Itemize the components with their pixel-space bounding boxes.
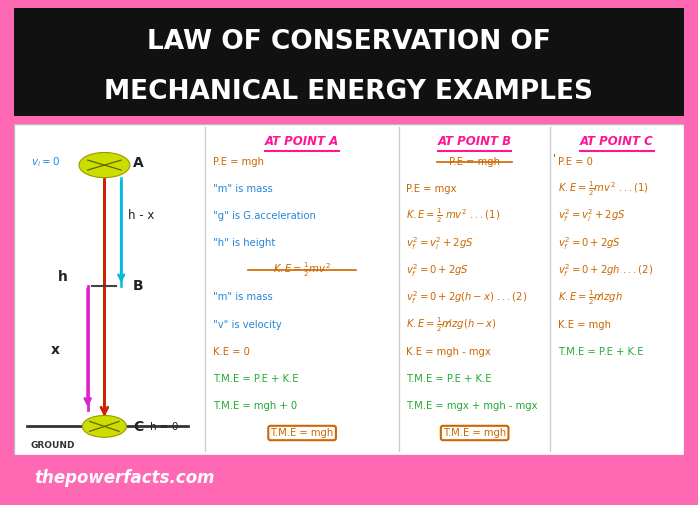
Circle shape xyxy=(82,416,126,437)
Text: "m" is mass: "m" is mass xyxy=(213,184,273,194)
Text: $v_f^2 = v_i^2 + 2gS$: $v_f^2 = v_i^2 + 2gS$ xyxy=(558,208,625,224)
Text: K.E = mgh - mgx: K.E = mgh - mgx xyxy=(406,346,491,357)
Text: T.M.E = mgh + 0: T.M.E = mgh + 0 xyxy=(213,401,297,411)
Text: $K.E = \frac{1}{2}mv^2$: $K.E = \frac{1}{2}mv^2$ xyxy=(273,261,331,279)
Text: AT POINT C: AT POINT C xyxy=(580,135,654,148)
Circle shape xyxy=(79,153,130,178)
Text: $v_i = 0$: $v_i = 0$ xyxy=(31,155,60,169)
Text: K.E = mgh: K.E = mgh xyxy=(558,320,611,329)
Text: $K.E = \frac{1}{2}m\not{z}g(h-x)$: $K.E = \frac{1}{2}m\not{z}g(h-x)$ xyxy=(406,315,497,334)
Text: "h" is height: "h" is height xyxy=(213,238,275,248)
Text: P.E = 0: P.E = 0 xyxy=(558,157,593,167)
Text: $v_f^2 = 0+2g(h-x)\ ...(2)$: $v_f^2 = 0+2g(h-x)\ ...(2)$ xyxy=(406,289,527,306)
Text: P.E = mgx: P.E = mgx xyxy=(406,184,456,194)
Text: h: h xyxy=(57,270,68,284)
Text: MECHANICAL ENERGY EXAMPLES: MECHANICAL ENERGY EXAMPLES xyxy=(105,79,593,105)
Text: "v" is velocity: "v" is velocity xyxy=(213,320,282,329)
Text: A: A xyxy=(133,157,144,170)
Text: AT POINT B: AT POINT B xyxy=(438,135,512,148)
FancyBboxPatch shape xyxy=(0,1,698,123)
Text: K.E = 0: K.E = 0 xyxy=(213,346,250,357)
Text: T.M.E = mgh: T.M.E = mgh xyxy=(443,428,506,438)
Text: T.M.E = P.E + K.E: T.M.E = P.E + K.E xyxy=(406,374,491,384)
Text: $v_f^2 = 0 + 2gS$: $v_f^2 = 0 + 2gS$ xyxy=(558,235,621,251)
Text: $K.E = \frac{1}{2}\ mv^2\ ...(1)$: $K.E = \frac{1}{2}\ mv^2\ ...(1)$ xyxy=(406,207,500,225)
Text: T.M.E = P.E + K.E: T.M.E = P.E + K.E xyxy=(213,374,299,384)
Text: "g" is G.acceleration: "g" is G.acceleration xyxy=(213,211,316,221)
Text: ': ' xyxy=(554,154,556,164)
Text: B: B xyxy=(133,279,144,293)
Text: P.E = mgh: P.E = mgh xyxy=(213,157,264,167)
Text: h = 0: h = 0 xyxy=(150,422,179,432)
Text: P.E = mgh: P.E = mgh xyxy=(449,157,500,167)
Text: $v_f^2 = 0+2gh\ ...(2)$: $v_f^2 = 0+2gh\ ...(2)$ xyxy=(558,262,653,279)
Text: T.M.E = P.E + K.E: T.M.E = P.E + K.E xyxy=(558,346,644,357)
Text: LAW OF CONSERVATION OF: LAW OF CONSERVATION OF xyxy=(147,29,551,56)
Text: $K.E = \frac{1}{2}m\not{z}gh$: $K.E = \frac{1}{2}m\not{z}gh$ xyxy=(558,288,623,307)
Text: x: x xyxy=(51,343,60,358)
Text: $v_f^2 = v_i^2 + 2gS$: $v_f^2 = v_i^2 + 2gS$ xyxy=(406,235,473,251)
Text: AT POINT A: AT POINT A xyxy=(265,135,339,148)
Text: C: C xyxy=(133,420,144,434)
Text: T.M.E = mgx + mgh - mgx: T.M.E = mgx + mgh - mgx xyxy=(406,401,537,411)
Text: $v_f^2 = 0 + 2gS$: $v_f^2 = 0 + 2gS$ xyxy=(406,262,469,279)
Text: T.M.E = mgh: T.M.E = mgh xyxy=(270,428,334,438)
Text: "m" is mass: "m" is mass xyxy=(213,292,273,302)
Text: thepowerfacts.com: thepowerfacts.com xyxy=(34,469,214,487)
Text: GROUND: GROUND xyxy=(31,441,75,450)
Text: h - x: h - x xyxy=(128,209,154,222)
FancyBboxPatch shape xyxy=(14,124,684,454)
Text: $K.E = \frac{1}{2}mv^2\ ...(1)$: $K.E = \frac{1}{2}mv^2\ ...(1)$ xyxy=(558,180,649,198)
